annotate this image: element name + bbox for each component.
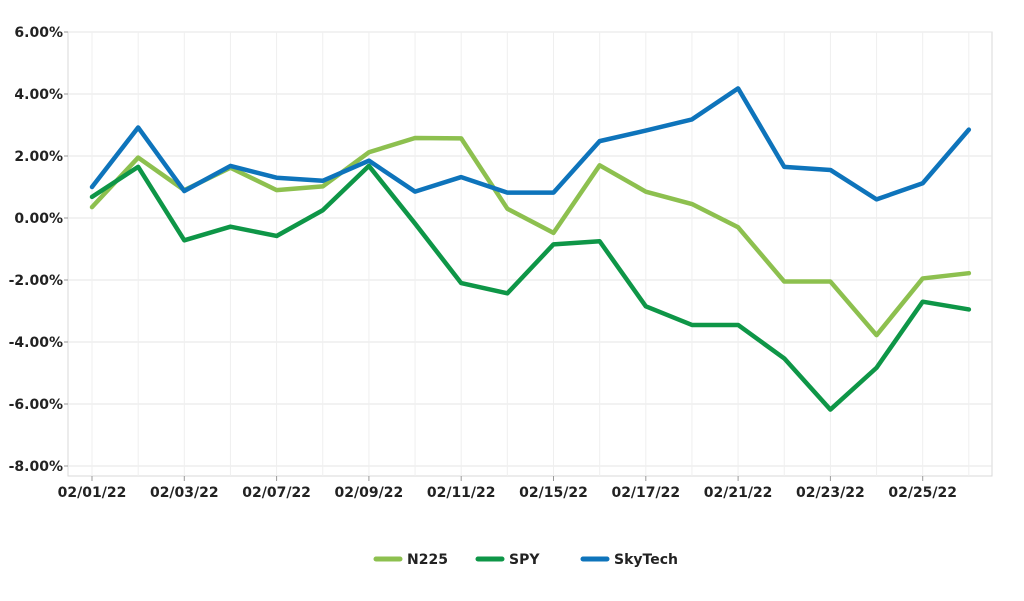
plot-area [67,31,993,477]
x-tick-label: 02/15/22 [519,485,588,501]
x-tick-label: 02/17/22 [611,485,680,501]
series-line-n225 [89,135,972,338]
series-line-spy [89,163,972,412]
y-tick-label: 4.00% [14,87,63,103]
legend: N225 SPY SkyTech [373,552,678,568]
y-tick-label: -6.00% [9,397,63,413]
y-tick-label: 6.00% [14,25,63,41]
x-tick-label: 02/03/22 [150,485,219,501]
grid [68,31,992,476]
series-line-skytech [89,86,972,202]
y-tick-label: -4.00% [9,335,63,351]
y-tick-label: 0.00% [14,211,63,227]
y-tick-label: -2.00% [9,273,63,289]
legend-label-n225: N225 [407,552,448,568]
x-tick-label: 02/21/22 [704,485,773,501]
x-tick-label: 02/23/22 [796,485,865,501]
x-tick-label: 02/09/22 [335,485,404,501]
y-tick-label: -8.00% [9,459,63,475]
x-tick-label: 02/11/22 [427,485,496,501]
y-tick-label: 2.00% [14,149,63,165]
x-tick-label: 02/07/22 [242,485,311,501]
x-tick-label: 02/25/22 [888,485,957,501]
axes: 6.00% 4.00% 2.00% 0.00% -2.00% -4.00% -6.00% -8… [9,25,957,501]
x-tick-label: 02/01/22 [58,485,127,501]
legend-label-spy: SPY [509,552,540,568]
series-lines [89,86,972,412]
legend-label-skytech: SkyTech [614,552,678,568]
